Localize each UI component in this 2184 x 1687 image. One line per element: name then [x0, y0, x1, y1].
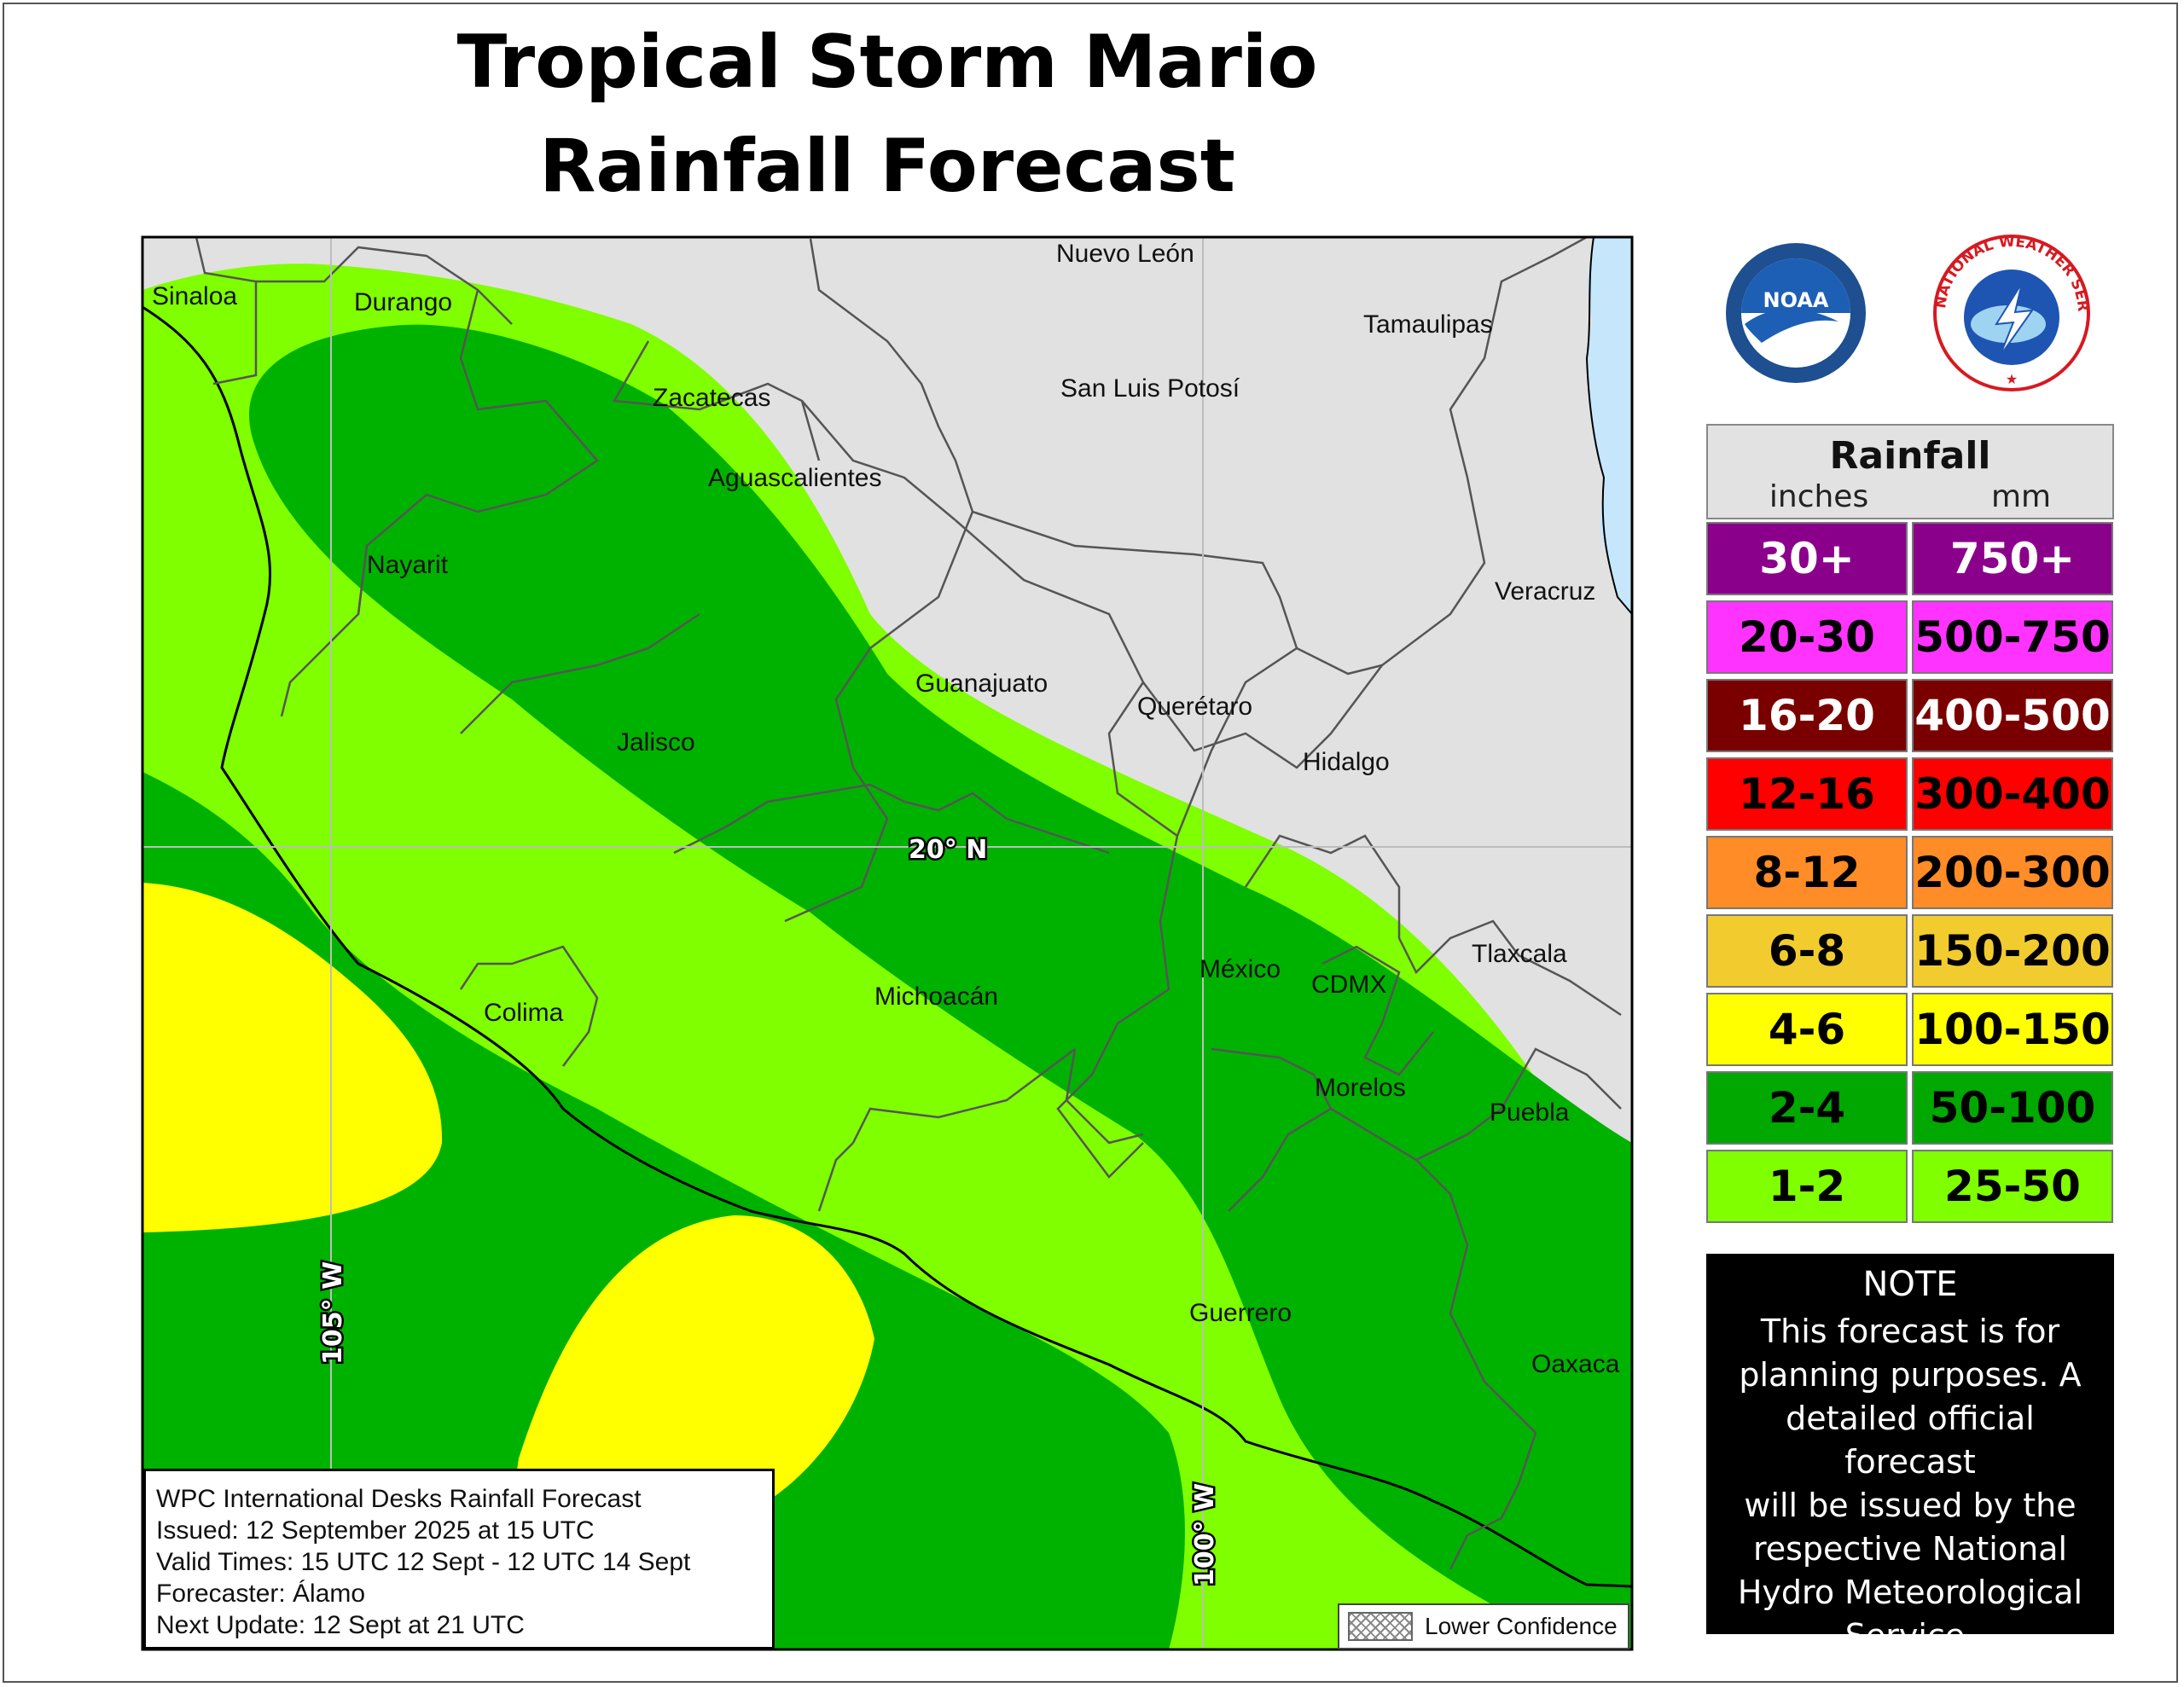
- svg-text:★: ★: [2006, 373, 2018, 387]
- state-label-durango: Durango: [354, 288, 452, 316]
- legend-cell-mm: 400-500: [1912, 679, 2113, 752]
- legend-row: 2-4 50-100: [1706, 1069, 2114, 1147]
- state-label-jalisco: Jalisco: [617, 728, 695, 757]
- state-label-guanajuato: Guanajuato: [915, 670, 1048, 698]
- title-line-2: Rainfall Forecast: [539, 124, 1235, 209]
- legend-row: 6-8 150-200: [1706, 912, 2114, 990]
- note-line: Hydro Meteorological: [1737, 1574, 2083, 1611]
- legend-title: Rainfall: [1829, 434, 1991, 478]
- longitude-label-100w: 100° W: [1190, 1483, 1220, 1586]
- note-line: will be issued by the: [1744, 1487, 2077, 1524]
- latitude-label-20n: 20° N: [909, 835, 987, 865]
- legend-row: 8-12 200-300: [1706, 833, 2114, 912]
- rainfall-legend: Rainfall inches mm 30+ 750+ 20-30 500-750 16…: [1706, 424, 2114, 1226]
- info-product-line: WPC International Desks Rainfall Forecas…: [156, 1485, 642, 1513]
- state-label-cdmx: CDMX: [1311, 971, 1386, 999]
- legend-cell-inches: 1-2: [1706, 1150, 1908, 1223]
- legend-unit-mm: mm: [1990, 479, 2052, 514]
- nws-logo-icon: NATIONAL WEATHER SERVICE ★: [1926, 232, 2091, 391]
- graticule: [142, 237, 1632, 1649]
- note-body: This forecast is for planning purposes. A…: [1718, 1310, 2102, 1658]
- info-valid-times-line: Valid Times: 15 UTC 12 Sept - 12 UTC 14 …: [156, 1548, 691, 1576]
- legend-cell-mm: 750+: [1912, 522, 2113, 595]
- rainfall-zone-2-4-in-coastal: [142, 772, 1185, 1649]
- lower-confidence-key: Lower Confidence: [1338, 1603, 1629, 1649]
- state-label-michoacan: Michoacán: [874, 983, 998, 1011]
- noaa-logo-icon: NOAA: [1726, 243, 1866, 383]
- legend-unit-inches: inches: [1769, 479, 1869, 514]
- gulf-of-mexico: [1587, 237, 1632, 614]
- info-forecaster-line: Forecaster: Álamo: [156, 1580, 366, 1608]
- legend-row: 16-20 400-500: [1706, 676, 2114, 755]
- legend-cell-inches: 16-20: [1706, 679, 1908, 752]
- legend-header: Rainfall inches mm: [1706, 424, 2114, 519]
- legend-cell-mm: 25-50: [1912, 1150, 2113, 1223]
- rainfall-zone-2-4-in-north: [249, 324, 1632, 1649]
- legend-cell-inches: 4-6: [1706, 993, 1908, 1066]
- legend-cell-mm: 150-200: [1912, 914, 2113, 988]
- note-line: Service.: [1844, 1617, 1976, 1655]
- legend-cell-inches: 8-12: [1706, 836, 1908, 909]
- state-label-mexico: México: [1199, 955, 1281, 983]
- info-issued-line: Issued: 12 September 2025 at 15 UTC: [156, 1516, 595, 1545]
- state-label-tlaxcala: Tlaxcala: [1472, 940, 1567, 968]
- state-label-san-luis-potosi: San Luis Potosí: [1060, 374, 1240, 403]
- legend-cell-inches: 30+: [1706, 522, 1908, 595]
- state-label-guerrero: Guerrero: [1189, 1299, 1292, 1327]
- legend-cell-inches: 2-4: [1706, 1071, 1908, 1145]
- state-label-veracruz: Veracruz: [1495, 577, 1595, 606]
- info-next-update-line: Next Update: 12 Sept at 21 UTC: [156, 1611, 525, 1639]
- legend-cell-mm: 200-300: [1912, 836, 2113, 909]
- legend-cell-inches: 20-30: [1706, 600, 1908, 674]
- note-box: NOTE This forecast is for planning purpos…: [1706, 1254, 2114, 1655]
- hatch-swatch-icon: [1348, 1612, 1413, 1641]
- state-label-nuevo-leon: Nuevo León: [1056, 240, 1194, 268]
- rainfall-zone-4-6-in-west: [142, 883, 443, 1232]
- state-label-zacatecas: Zacatecas: [653, 384, 770, 412]
- gulf-coastline: [1585, 237, 1632, 615]
- map-frame: [141, 235, 1634, 1651]
- legend-cell-inches: 6-8: [1706, 914, 1908, 988]
- state-label-colima: Colima: [484, 999, 564, 1027]
- legend-cell-mm: 300-400: [1912, 757, 2113, 831]
- legend-row: 1-2 25-50: [1706, 1147, 2114, 1226]
- title-line-1: Tropical Storm Mario: [456, 20, 1318, 105]
- legend-cell-mm: 50-100: [1912, 1071, 2113, 1145]
- legend-cell-mm: 500-750: [1912, 600, 2113, 674]
- page-border: [3, 3, 2178, 1683]
- legend-cell-inches: 12-16: [1706, 757, 1908, 831]
- state-label-aguascalientes: Aguascalientes: [708, 464, 881, 492]
- lower-confidence-label: Lower Confidence: [1425, 1613, 1618, 1639]
- note-line: This forecast is for: [1760, 1313, 2060, 1350]
- pacific-coastline: [142, 305, 1632, 1588]
- state-label-oaxaca: Oaxaca: [1531, 1350, 1620, 1378]
- state-label-hidalgo: Hidalgo: [1303, 748, 1390, 776]
- note-line: detailed official forecast: [1786, 1400, 2035, 1481]
- state-boundaries: [195, 237, 1622, 1570]
- note-line: respective National: [1752, 1530, 2068, 1568]
- state-label-tamaulipas: Tamaulipas: [1363, 310, 1493, 339]
- note-line: planning purposes. A: [1739, 1356, 2082, 1394]
- longitude-label-105w: 105° W: [318, 1261, 348, 1365]
- legend-row: 30+ 750+: [1706, 519, 2114, 598]
- state-label-sinaloa: Sinaloa: [152, 282, 237, 310]
- state-label-queretaro: Querétaro: [1137, 693, 1252, 721]
- state-label-morelos: Morelos: [1315, 1074, 1406, 1102]
- forecast-info-box: WPC International Desks Rainfall Forecas…: [143, 1469, 775, 1649]
- state-label-puebla: Puebla: [1490, 1099, 1570, 1127]
- legend-row: 20-30 500-750: [1706, 598, 2114, 676]
- note-heading: NOTE: [1862, 1265, 1958, 1304]
- legend-cell-mm: 100-150: [1912, 993, 2113, 1066]
- state-label-nayarit: Nayarit: [367, 551, 449, 579]
- legend-row: 12-16 300-400: [1706, 755, 2114, 833]
- legend-row: 4-6 100-150: [1706, 990, 2114, 1069]
- svg-text:NOAA: NOAA: [1763, 288, 1829, 312]
